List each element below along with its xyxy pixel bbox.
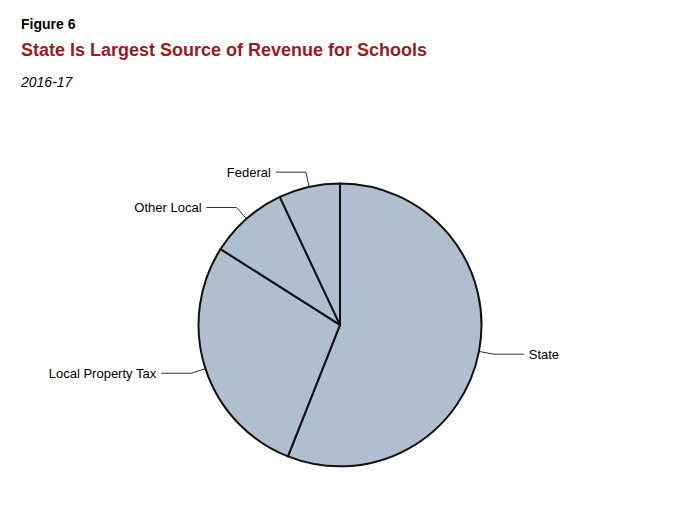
svg-text:State Is Largest Source of Rev: State Is Largest Source of Revenue for S… [21,40,427,60]
svg-text:State: State [529,347,559,362]
svg-text:2016-17: 2016-17 [20,74,74,90]
svg-text:Other Local: Other Local [134,200,201,215]
svg-text:Figure 6: Figure 6 [21,16,76,32]
svg-text:Federal: Federal [227,165,271,180]
svg-text:Local Property Tax: Local Property Tax [49,366,157,381]
